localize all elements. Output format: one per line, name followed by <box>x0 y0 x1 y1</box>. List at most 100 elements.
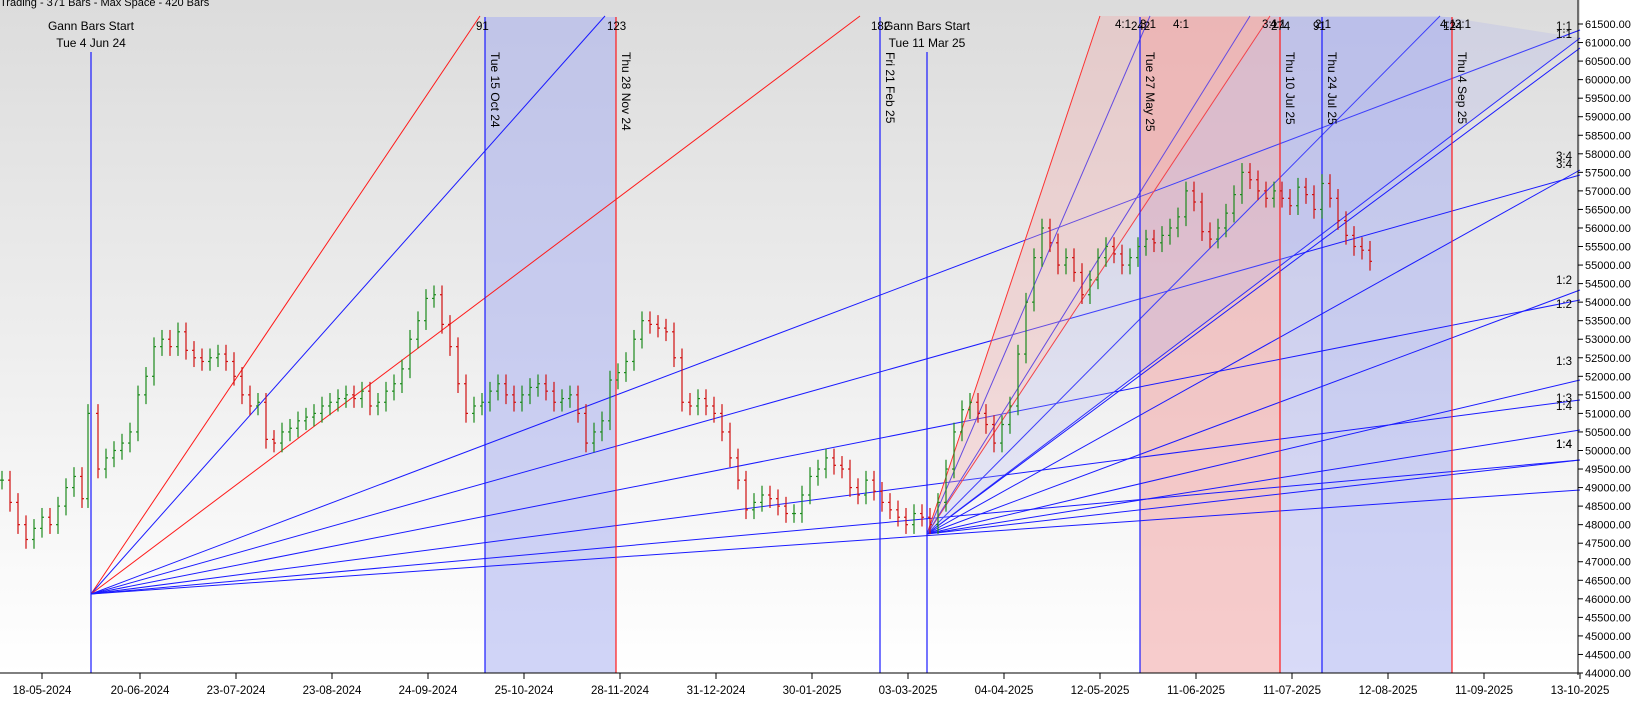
fan-line <box>90 15 606 595</box>
price-bar <box>280 422 284 453</box>
price-bar <box>1232 185 1236 223</box>
fan-line <box>926 47 1581 535</box>
vertical-marker-label: Fri 21 Feb 25 <box>883 52 897 124</box>
fan-ratio-label: 1:4 <box>1556 439 1573 451</box>
price-bar <box>1288 189 1292 215</box>
price-bar <box>216 344 220 368</box>
vertical-marker-top-label: 182 <box>871 21 890 33</box>
price-bar <box>856 478 860 505</box>
price-bar <box>1136 237 1140 267</box>
x-axis: 18-05-2024 20-06-2024 23-07-2024 23-08-2024… <box>0 672 1609 697</box>
y-tick-label: 56000.00 <box>1585 223 1631 235</box>
price-bar <box>768 485 772 508</box>
x-tick-label: 31-12-2024 <box>687 685 746 697</box>
fan-ratio-label: 4:1 <box>1440 19 1456 31</box>
price-bar <box>1216 218 1220 249</box>
time-bands <box>485 17 1452 673</box>
price-bar <box>1280 181 1284 208</box>
price-bar <box>1024 292 1028 364</box>
x-tick-label: 23-07-2024 <box>207 685 266 697</box>
fan-line <box>90 489 1581 595</box>
price-bar <box>880 482 884 512</box>
price-bar <box>344 385 348 408</box>
x-tick-label: 25-10-2024 <box>495 685 554 697</box>
price-bar <box>816 459 820 486</box>
price-bar <box>976 393 980 423</box>
fan-line <box>926 15 1441 535</box>
price-bar <box>608 370 612 431</box>
price-bar <box>832 448 836 475</box>
price-bar <box>1128 248 1132 275</box>
price-bar <box>352 385 356 408</box>
y-tick-label: 47000.00 <box>1585 557 1631 569</box>
price-bar <box>80 467 84 508</box>
price-bar <box>1032 248 1036 312</box>
fan-ratio-label: 1:4 <box>1556 439 1573 451</box>
vertical-markers <box>90 17 1453 673</box>
price-bar <box>488 381 492 412</box>
price-bar <box>824 448 828 479</box>
fan-ratio-label: 1:3 <box>1556 393 1572 405</box>
fan-ratio-label: 3:1 <box>1455 19 1471 31</box>
price-bar <box>872 470 876 501</box>
price-bar <box>144 367 148 405</box>
vertical-marker-top-label: 91 <box>476 21 489 33</box>
price-bar <box>736 448 740 490</box>
y-tick-label: 47500.00 <box>1585 538 1631 550</box>
xaxis-background <box>0 675 1641 701</box>
price-bar <box>800 485 804 523</box>
price-bar <box>464 374 468 423</box>
price-bar <box>1112 237 1116 264</box>
price-bar <box>728 422 732 468</box>
price-bar <box>248 385 252 416</box>
y-tick-label: 60000.00 <box>1585 75 1631 87</box>
fan-line <box>90 399 1581 595</box>
price-bar <box>1320 174 1324 219</box>
price-bar <box>1192 181 1196 212</box>
price-bar <box>592 422 596 453</box>
y-tick-label: 52500.00 <box>1585 353 1631 365</box>
price-bar <box>1248 163 1252 190</box>
y-tick-label: 48000.00 <box>1585 520 1631 532</box>
vertical-marker-top-label: 91 <box>1313 21 1326 33</box>
price-bar <box>904 507 908 534</box>
y-tick-label: 53500.00 <box>1585 316 1631 328</box>
gann-start-date: Tue 4 Jun 24 <box>56 36 126 50</box>
price-bar <box>288 418 292 442</box>
fan-ratio-label: 1:1 <box>1556 21 1572 33</box>
price-bar <box>128 422 132 453</box>
price-bar <box>432 285 436 308</box>
price-bar <box>840 456 844 479</box>
price-bar <box>1312 185 1316 219</box>
fan-ratio-label: 3:1 <box>1262 19 1278 31</box>
price-bar <box>672 322 676 368</box>
price-bar <box>560 389 564 412</box>
axis-background <box>1580 0 1641 701</box>
price-bars <box>0 163 1372 549</box>
price-bar <box>264 393 268 449</box>
price-bar <box>232 352 236 386</box>
price-bar <box>1240 163 1244 204</box>
fan-line <box>90 459 1581 595</box>
price-bar <box>1304 177 1308 204</box>
price-bar <box>1208 222 1212 249</box>
price-bar <box>1096 248 1100 290</box>
price-bar <box>48 507 52 534</box>
price-bar <box>744 470 748 520</box>
y-tick-label: 46500.00 <box>1585 575 1631 587</box>
price-bar <box>208 348 212 371</box>
header-text: Trading - 371 Bars - Max Space - 420 Bar… <box>0 0 210 9</box>
price-bar <box>1144 229 1148 256</box>
price-bar <box>368 381 372 416</box>
price-bar <box>512 385 516 412</box>
price-bar <box>1088 270 1092 304</box>
price-bar <box>312 404 316 427</box>
price-bar <box>1296 177 1300 215</box>
price-bar <box>680 348 684 412</box>
price-bar <box>656 315 660 338</box>
price-bar <box>664 318 668 342</box>
vertical-marker-label: Thu 4 Sep 25 <box>1455 52 1469 124</box>
price-bar <box>584 404 588 453</box>
fan-line <box>90 15 861 595</box>
y-tick-label: 51500.00 <box>1585 390 1631 402</box>
